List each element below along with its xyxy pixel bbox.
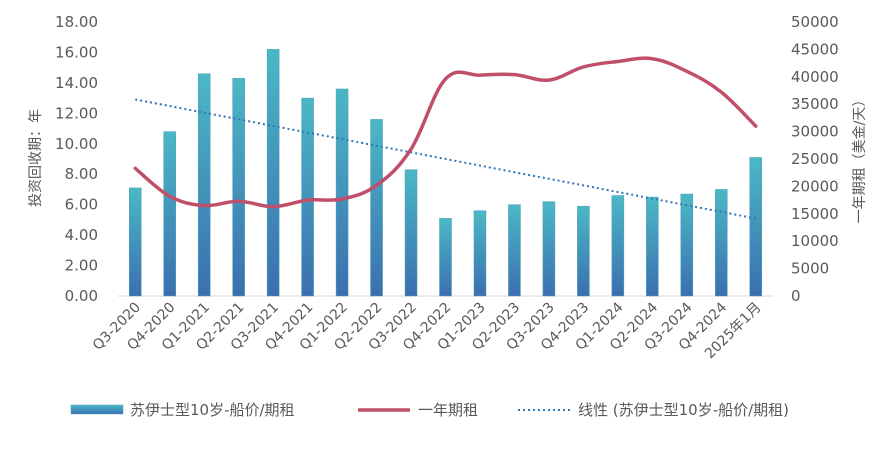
bar (301, 97, 314, 297)
y-right-tick-label: 15000 (791, 205, 839, 223)
y-right-tick-label: 0 (791, 287, 801, 305)
bar (715, 189, 728, 297)
bar (370, 119, 383, 297)
legend-label-bar: 苏伊士型10岁-船价/期租 (130, 401, 295, 419)
trendline (135, 98, 756, 220)
bar (439, 218, 452, 297)
legend-label-line: 一年期租 (418, 401, 478, 419)
bar (128, 187, 142, 297)
y-right-tick-label: 35000 (791, 95, 839, 113)
bar (577, 205, 590, 297)
y-right-tick-label: 10000 (791, 232, 839, 250)
y-right-tick-label: 30000 (791, 123, 839, 141)
bar (404, 169, 418, 297)
y-left-tick-label: 4.00 (65, 226, 98, 244)
left-axis-ticks: 0.00 2.00 4.00 6.00 8.00 10.00 12.00 14.00 16.00… (55, 13, 98, 305)
y-left-axis-title: 投资回收期：年 (28, 109, 44, 207)
line-series (133, 56, 758, 209)
legend-swatch-bar (70, 404, 124, 415)
y-left-tick-label: 6.00 (65, 196, 98, 214)
y-right-tick-label: 45000 (791, 40, 839, 58)
y-left-tick-label: 10.00 (55, 135, 98, 153)
bar (646, 196, 659, 297)
y-left-tick-label: 8.00 (65, 165, 98, 183)
y-right-tick-label: 40000 (791, 68, 839, 86)
trendline-series (135, 98, 756, 220)
bar (473, 210, 487, 297)
y-left-tick-label: 18.00 (55, 13, 98, 31)
bar (749, 157, 763, 297)
x-axis-ticks: Q3-2020Q4-2020Q1-2021Q2-2021Q3-2021Q4-20… (90, 299, 765, 362)
y-left-tick-label: 16.00 (55, 43, 98, 61)
y-left-tick-label: 14.00 (55, 74, 98, 92)
bar (232, 78, 245, 297)
legend: 苏伊士型10岁-船价/期租 一年期租 线性 (苏伊士型10岁-船价/期租) (70, 401, 789, 419)
y-left-tick-label: 12.00 (55, 104, 98, 122)
bar-series (128, 49, 763, 297)
bar (335, 88, 349, 297)
y-left-tick-label: 2.00 (65, 257, 98, 275)
bar (611, 195, 625, 297)
bar (163, 131, 176, 297)
bar (197, 73, 211, 297)
bar (680, 193, 694, 297)
legend-label-trend: 线性 (苏伊士型10岁-船价/期租) (578, 401, 789, 419)
line-series-path (133, 56, 758, 209)
bar (508, 204, 521, 297)
bar (266, 49, 280, 297)
y-left-tick-label: 0.00 (65, 287, 98, 305)
right-axis-ticks: 0 5000 10000 15000 20000 25000 30000 35000 40000… (791, 13, 839, 305)
y-right-axis-title: 一年期租（美金/天） (852, 93, 868, 224)
y-right-tick-label: 5000 (791, 260, 829, 278)
y-right-tick-label: 25000 (791, 150, 839, 168)
y-right-tick-label: 20000 (791, 177, 839, 195)
y-right-tick-label: 50000 (791, 13, 839, 31)
bar (542, 201, 556, 297)
